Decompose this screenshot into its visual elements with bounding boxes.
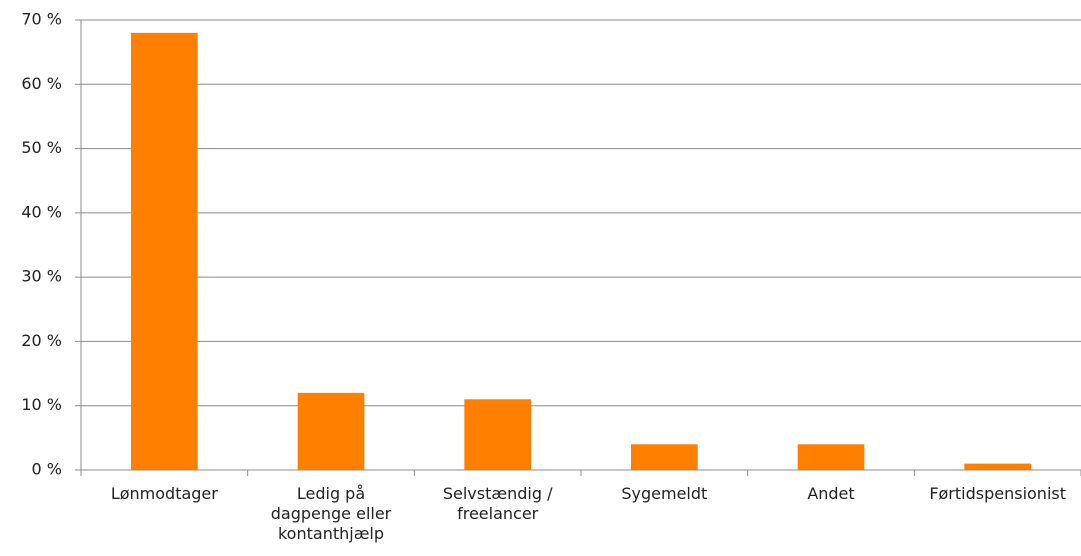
x-tick-label: Selvstændig / freelancer <box>442 484 553 523</box>
x-tick-label: Andet <box>807 484 855 503</box>
bar <box>797 444 865 470</box>
bar <box>964 463 1031 470</box>
bar <box>464 399 531 470</box>
bar <box>297 392 365 470</box>
y-tick-label: 30 % <box>21 267 62 286</box>
y-tick-label: 70 % <box>21 10 62 29</box>
x-tick-label: Sygemeldt <box>621 484 708 503</box>
x-tick-label: Lønmodtager <box>110 484 218 503</box>
x-tick-label-box: Førtidspensionist <box>929 484 1066 503</box>
y-tick-label: 60 % <box>21 74 62 93</box>
x-tick-label-box: Lønmodtager <box>110 484 218 503</box>
y-tick-label: 50 % <box>21 138 62 157</box>
bar <box>631 444 698 470</box>
x-tick-label: Førtidspensionist <box>929 484 1066 503</box>
x-tick-label-box: Andet <box>807 484 855 503</box>
x-tick-label-box: Ledig på dagpenge eller kontanthjælp <box>270 484 392 543</box>
x-tick-label: Ledig på dagpenge eller kontanthjælp <box>270 484 392 543</box>
y-tick-label: 20 % <box>21 331 62 350</box>
y-tick-label: 40 % <box>21 202 62 221</box>
y-tick-label: 0 % <box>32 460 62 479</box>
y-tick-label: 10 % <box>21 395 62 414</box>
x-tick-label-box: Selvstændig / freelancer <box>442 484 553 523</box>
x-tick-label-box: Sygemeldt <box>621 484 708 503</box>
bar <box>131 32 198 470</box>
